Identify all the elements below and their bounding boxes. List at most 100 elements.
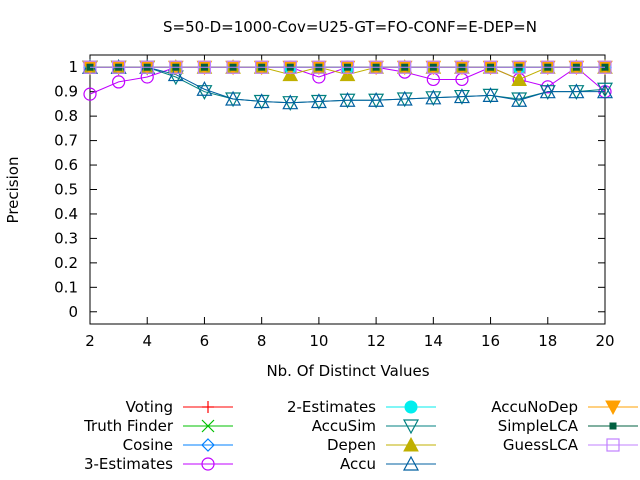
x-tick-label: 12 bbox=[367, 332, 386, 350]
legend-label: AccuSim bbox=[312, 417, 376, 435]
y-tick-label: 0.5 bbox=[54, 181, 78, 199]
legend-label: SimpleLCA bbox=[498, 417, 579, 435]
data-point bbox=[483, 60, 498, 74]
legend-entry: Depen bbox=[327, 436, 436, 454]
data-point bbox=[398, 60, 412, 74]
data-point bbox=[596, 83, 614, 99]
data-point bbox=[253, 93, 270, 109]
data-point bbox=[568, 83, 585, 99]
y-tick-label: 0.7 bbox=[54, 132, 78, 150]
data-point bbox=[606, 438, 620, 452]
legend-entry: 3-Estimates bbox=[84, 455, 233, 473]
data-point bbox=[396, 90, 413, 106]
x-tick-label: 20 bbox=[595, 332, 614, 350]
data-point bbox=[368, 91, 385, 107]
data-point bbox=[426, 60, 440, 74]
data-point bbox=[340, 60, 355, 74]
legend-label: Depen bbox=[327, 436, 376, 454]
legend-label: Voting bbox=[126, 398, 173, 416]
y-tick-label: 0.4 bbox=[54, 205, 78, 223]
data-point bbox=[605, 400, 621, 416]
y-tick-label: 0.6 bbox=[54, 156, 78, 174]
legend-entry: 2-Estimates bbox=[287, 398, 436, 416]
data-point bbox=[201, 457, 215, 471]
data-point bbox=[201, 419, 215, 433]
y-tick-label: 0 bbox=[68, 303, 78, 321]
legend-entry: GuessLCA bbox=[503, 436, 638, 454]
y-axis: 0 0.1 0.2 0.3 0.4 0.5 0.6 0.7 0.8 0.9 1 bbox=[54, 58, 605, 321]
data-point bbox=[512, 60, 526, 74]
data-point bbox=[202, 401, 214, 413]
data-point bbox=[83, 60, 97, 74]
y-tick-label: 0.1 bbox=[54, 278, 78, 296]
data-point bbox=[425, 89, 442, 105]
legend-entry: Cosine bbox=[123, 436, 233, 454]
legend-entry: Truth Finder bbox=[83, 417, 233, 435]
y-tick-label: 0.3 bbox=[54, 229, 78, 247]
data-point bbox=[569, 60, 583, 74]
data-point bbox=[455, 60, 469, 74]
data-point bbox=[511, 91, 528, 107]
data-point bbox=[255, 60, 269, 74]
x-tick-label: 6 bbox=[200, 332, 210, 350]
data-point bbox=[453, 88, 470, 104]
data-point bbox=[339, 91, 356, 107]
data-point bbox=[201, 438, 215, 452]
data-point bbox=[197, 60, 212, 74]
data-point bbox=[404, 400, 418, 414]
legend-entry: AccuNoDep bbox=[491, 398, 638, 416]
y-axis-label: Precision bbox=[4, 157, 22, 224]
data-point bbox=[539, 83, 556, 99]
y-tick-label: 1 bbox=[68, 58, 78, 76]
data-point bbox=[310, 93, 327, 109]
x-tick-label: 18 bbox=[538, 332, 557, 350]
y-tick-label: 0.9 bbox=[54, 83, 78, 101]
series-guesslca bbox=[83, 60, 612, 74]
data-point bbox=[112, 75, 126, 89]
data-point bbox=[196, 85, 213, 100]
x-tick-label: 10 bbox=[309, 332, 328, 350]
data-point bbox=[312, 60, 326, 74]
data-point bbox=[283, 60, 297, 74]
x-tick-label: 2 bbox=[85, 332, 95, 350]
x-tick-label: 14 bbox=[424, 332, 443, 350]
data-point bbox=[83, 87, 97, 101]
data-point bbox=[226, 60, 240, 74]
data-point bbox=[541, 60, 555, 74]
data-point bbox=[167, 66, 184, 82]
data-point bbox=[609, 422, 617, 430]
legend-label: 3-Estimates bbox=[84, 455, 173, 473]
data-point bbox=[196, 80, 213, 96]
x-axis: 2 4 6 8 10 12 14 16 18 20 bbox=[85, 55, 615, 350]
data-point bbox=[368, 93, 385, 109]
series-layer bbox=[81, 58, 614, 111]
chart-title: S=50-D=1000-Cov=U25-GT=FO-CONF=E-DEP=N bbox=[163, 18, 537, 36]
data-point bbox=[482, 87, 499, 102]
data-point bbox=[402, 455, 420, 471]
y-tick-label: 0.8 bbox=[54, 107, 78, 125]
data-point bbox=[403, 436, 419, 452]
data-point bbox=[112, 60, 126, 74]
x-tick-label: 4 bbox=[142, 332, 152, 350]
y-tick-label: 0.2 bbox=[54, 254, 78, 272]
data-point bbox=[511, 71, 528, 86]
x-tick-label: 8 bbox=[257, 332, 267, 350]
x-axis-label: Nb. Of Distinct Values bbox=[266, 362, 429, 380]
data-point bbox=[568, 85, 585, 100]
data-point bbox=[225, 90, 242, 106]
data-point bbox=[598, 60, 612, 74]
legend-entry: AccuSim bbox=[312, 417, 436, 435]
legend-label: AccuNoDep bbox=[491, 398, 578, 416]
legend-label: GuessLCA bbox=[503, 436, 579, 454]
legend-entry: Accu bbox=[340, 455, 436, 473]
data-point bbox=[169, 60, 183, 74]
legend-label: Accu bbox=[340, 455, 376, 473]
data-point bbox=[596, 82, 614, 98]
plot-frame bbox=[89, 54, 606, 325]
data-point bbox=[369, 60, 383, 74]
x-tick-label: 16 bbox=[481, 332, 500, 350]
data-point bbox=[282, 94, 299, 110]
legend-label: 2-Estimates bbox=[287, 398, 376, 416]
